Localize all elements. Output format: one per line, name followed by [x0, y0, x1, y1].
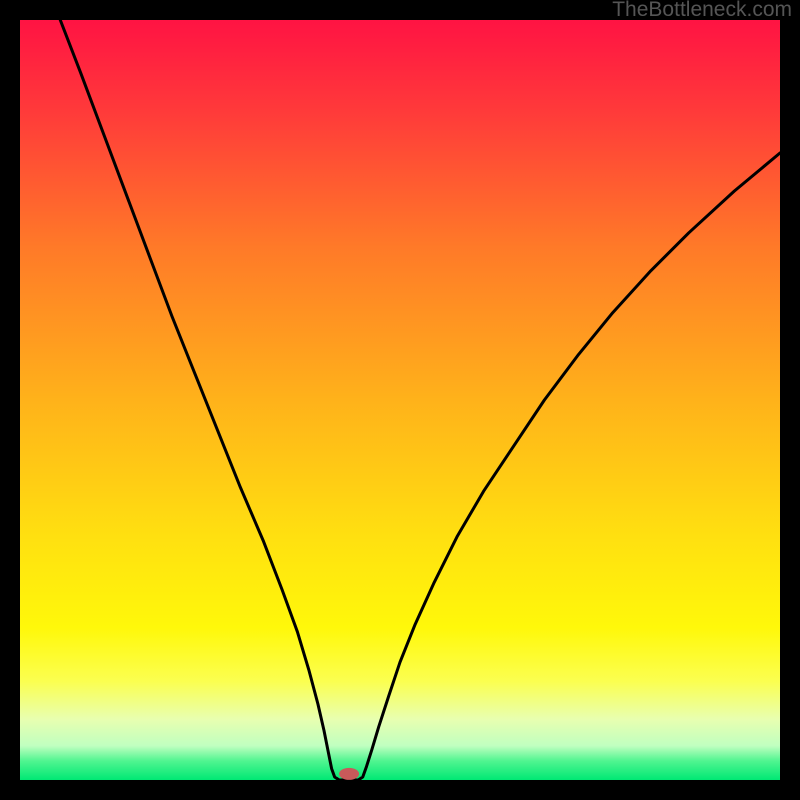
frame-border	[0, 780, 800, 800]
optimum-marker	[339, 768, 359, 780]
bottleneck-chart: TheBottleneck.com	[0, 0, 800, 800]
frame-border	[0, 0, 20, 800]
frame-border	[780, 0, 800, 800]
watermark-text: TheBottleneck.com	[612, 0, 792, 21]
